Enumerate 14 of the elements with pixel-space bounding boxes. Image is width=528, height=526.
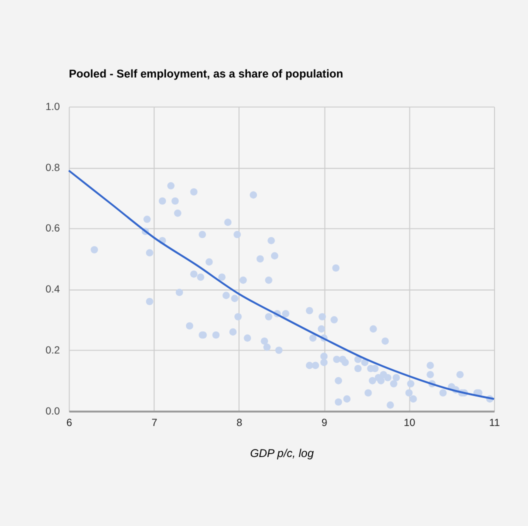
y-tick-label: 0.4 <box>45 284 60 296</box>
x-tick-label: 7 <box>151 418 158 429</box>
y-tick-label: 0.0 <box>45 406 60 418</box>
x-tick-label: 11 <box>489 418 500 429</box>
x-tick-label: 8 <box>236 418 243 429</box>
x-axis-title: GDP p/c, log <box>250 448 314 460</box>
x-tick-label: 6 <box>66 418 72 429</box>
x-tick-label: 10 <box>404 418 416 429</box>
y-tick-label: 0.2 <box>45 346 60 357</box>
x-tick-label: 9 <box>322 418 328 429</box>
y-tick-label: 0.6 <box>45 224 60 235</box>
chart-title: Pooled - Self employment, as a share of population <box>68 68 344 80</box>
y-tick-label: 0.8 <box>45 162 60 174</box>
y-tick-label: 1.0 <box>45 102 60 113</box>
